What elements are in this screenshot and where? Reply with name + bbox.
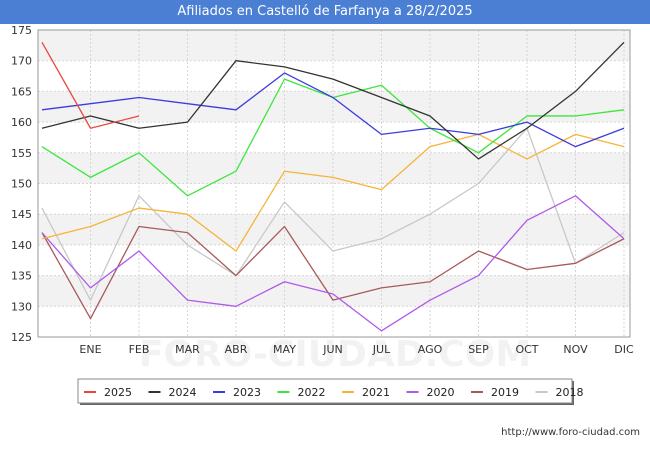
y-tick-label: 175: [11, 24, 32, 37]
x-tick-label: NOV: [563, 343, 588, 356]
series-line-2024: [41, 41, 625, 160]
series-line-2025: [41, 41, 140, 129]
x-tick-label: ABR: [225, 343, 248, 356]
x-tick-label: DIC: [614, 343, 634, 356]
y-tick-label: 160: [11, 116, 32, 129]
plot-area: [37, 29, 631, 338]
legend-label-2024: 2024: [169, 386, 197, 399]
watermark: FORO-CIUDAD.COM: [139, 334, 531, 375]
series-line-2019: [41, 225, 625, 320]
y-tick-label: 150: [11, 178, 32, 191]
chart-title: Afiliados en Castelló de Farfanya a 28/2…: [0, 0, 650, 24]
x-tick-label: MAY: [273, 343, 296, 356]
y-tick-label: 170: [11, 55, 32, 68]
x-tick-label: JUN: [322, 343, 343, 356]
x-tick-label: SEP: [468, 343, 489, 356]
x-tick-label: MAR: [175, 343, 200, 356]
y-tick-label: 140: [11, 239, 32, 252]
legend-label-2019: 2019: [491, 386, 519, 399]
legend-label-2023: 2023: [233, 386, 261, 399]
legend-label-2018: 2018: [556, 386, 584, 399]
y-tick-label: 125: [11, 331, 32, 344]
y-tick-label: 165: [11, 85, 32, 98]
x-tick-label: AGO: [418, 343, 443, 356]
x-tick-label: ENE: [79, 343, 101, 356]
x-tick-label: JUL: [372, 343, 391, 356]
legend-label-2025: 2025: [104, 386, 132, 399]
legend-label-2021: 2021: [362, 386, 390, 399]
series-line-2020: [41, 195, 625, 332]
y-tick-label: 135: [11, 270, 32, 283]
legend-label-2020: 2020: [427, 386, 455, 399]
x-tick-label: OCT: [515, 343, 538, 356]
x-tick-label: FEB: [129, 343, 150, 356]
source-url: http://www.foro-ciudad.com: [501, 427, 640, 438]
y-tick-label: 145: [11, 208, 32, 221]
legend-label-2022: 2022: [298, 386, 326, 399]
series-line-2021: [41, 133, 625, 252]
series-line-2023: [41, 72, 625, 148]
y-tick-label: 155: [11, 147, 32, 160]
y-tick-label: 130: [11, 300, 32, 313]
